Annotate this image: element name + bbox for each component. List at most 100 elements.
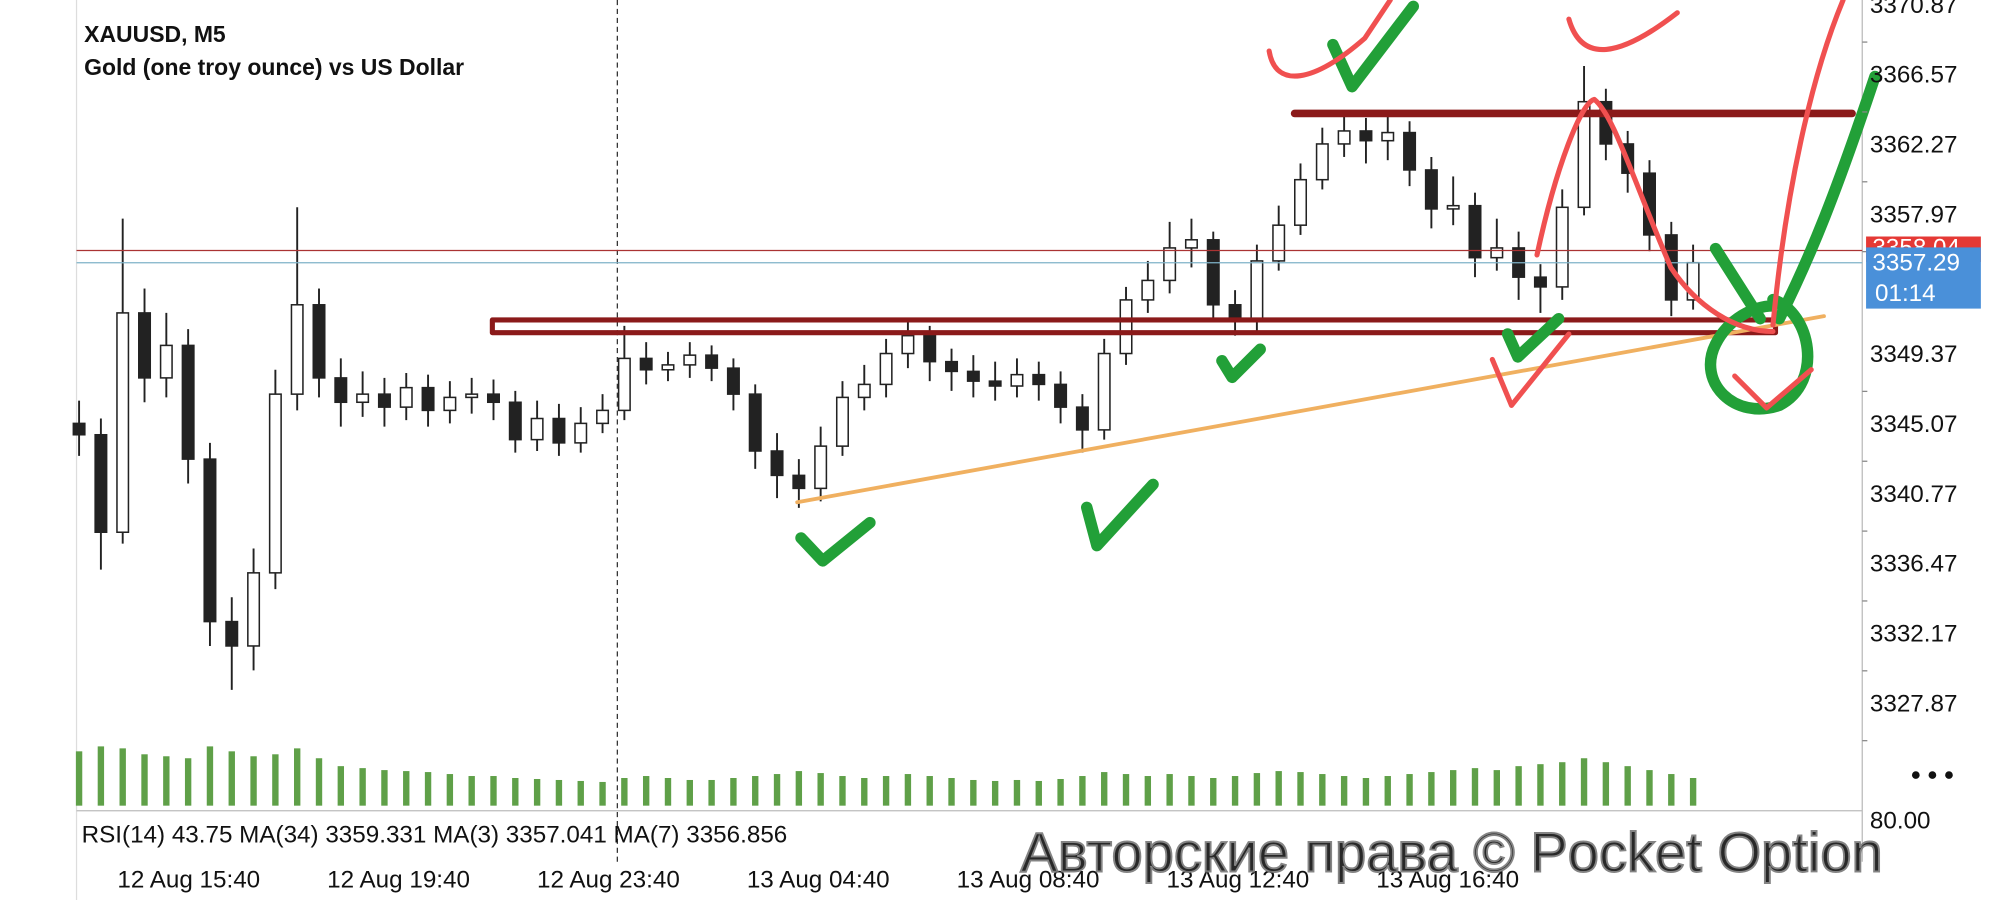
candle-body: [225, 620, 239, 647]
candle-body: [1359, 130, 1373, 142]
volume-bar: [904, 774, 912, 806]
candle-body: [1424, 169, 1438, 210]
scribble: [1770, 0, 1846, 328]
x-tick-label: 13 Aug 12:40: [1166, 866, 1309, 893]
candle-body: [748, 393, 762, 452]
volume-bar: [861, 778, 868, 806]
volume-bar: [97, 746, 105, 806]
x-tick-label: 13 Aug 16:40: [1376, 866, 1519, 893]
volume-bar: [1384, 776, 1391, 806]
volume-bar: [817, 773, 824, 806]
check: [1216, 343, 1266, 384]
volume-bar: [1624, 766, 1631, 806]
trend-line: [795, 314, 1826, 505]
candle-body: [1315, 143, 1329, 181]
candle-body: [181, 344, 195, 460]
volume-bar: [970, 779, 977, 806]
candle-body: [1206, 239, 1220, 306]
volume-bar: [424, 772, 432, 806]
volume-bar: [141, 754, 148, 806]
candle-body: [1468, 204, 1482, 259]
volume-bar: [882, 776, 890, 806]
y-tick-label: 3340.77: [1870, 481, 1958, 508]
candle-body: [116, 312, 130, 534]
volume-bar: [512, 778, 519, 806]
check: [795, 516, 876, 567]
volume-bar: [555, 779, 563, 806]
candle-body: [770, 450, 784, 477]
candle-body: [1490, 247, 1504, 259]
candle-body: [1163, 247, 1177, 282]
candle-body: [661, 364, 675, 371]
volume-bar: [1580, 758, 1588, 806]
volume-bar: [1188, 776, 1195, 806]
watermark: Авторские права © Pocket Option: [1020, 820, 1882, 883]
volume-bar: [468, 776, 475, 806]
x-tick-label: 12 Aug 15:40: [117, 866, 260, 893]
y-tick-label: 3327.87: [1870, 690, 1958, 717]
chart-title: XAUUSD, M5: [84, 21, 226, 47]
candle-body: [945, 360, 959, 373]
scribble: [1732, 367, 1814, 411]
candle-body: [596, 409, 610, 425]
candle-body: [508, 401, 522, 441]
chart-subtitle: Gold (one troy ounce) vs US Dollar: [84, 54, 464, 80]
volume-bar: [1297, 772, 1304, 806]
dot: [1911, 771, 1920, 779]
candle-body: [552, 417, 566, 444]
volume-bar: [1450, 770, 1457, 806]
volume-bar: [1101, 772, 1108, 806]
volume-bar: [1428, 772, 1435, 806]
volume-bar: [1340, 776, 1348, 806]
candle-body: [574, 422, 588, 444]
volume-bar: [1231, 776, 1239, 806]
candle-body: [247, 572, 261, 647]
candle-body: [726, 367, 740, 395]
volume-bar: [1602, 762, 1610, 806]
x-tick-label: 13 Aug 08:40: [957, 866, 1100, 893]
candle-body: [377, 393, 391, 408]
x-tick-label: 12 Aug 19:40: [327, 866, 470, 893]
candle-body: [1337, 130, 1351, 145]
menu-dots[interactable]: [1911, 771, 1953, 779]
candle-body: [857, 383, 871, 399]
volume-bar: [664, 778, 672, 806]
candle-body: [1075, 406, 1089, 431]
candle-body: [159, 344, 173, 379]
candle-body: [290, 304, 304, 395]
volume-bar: [533, 778, 541, 806]
candle-body: [203, 458, 217, 623]
volume-bar: [294, 748, 301, 806]
volume-bar: [446, 774, 454, 806]
check: [1080, 478, 1159, 552]
volume-bar: [752, 776, 759, 806]
candle-body: [923, 334, 937, 363]
annotations: [489, 0, 1881, 567]
volume-bar: [686, 779, 693, 806]
volume-bar: [315, 758, 323, 806]
indicator-tick-label: 80.00: [1870, 808, 1931, 835]
y-tick-label: 3336.47: [1870, 551, 1958, 578]
volume-bar: [1406, 774, 1413, 806]
volume-bar: [359, 768, 366, 806]
candle-body: [1294, 178, 1308, 226]
volume-bar: [1253, 773, 1261, 806]
bid-label-box: [1866, 247, 1981, 309]
candle-body: [1228, 304, 1242, 321]
volume-bar: [642, 776, 650, 806]
candle-body: [465, 393, 479, 399]
candle-body: [94, 433, 108, 534]
volume-bar: [1035, 780, 1042, 806]
volume-bar: [1122, 774, 1130, 806]
volume-bar: [1362, 778, 1370, 806]
y-tick-label: 3349.37: [1870, 341, 1958, 368]
volume-bar: [250, 756, 257, 806]
volume-bar: [1057, 778, 1064, 806]
candle-body: [1010, 373, 1024, 387]
x-tick-label: 13 Aug 04:40: [747, 866, 890, 893]
volume-bar: [163, 756, 170, 806]
dot: [1945, 771, 1953, 779]
volume-bar: [621, 778, 628, 806]
candle-body: [1119, 299, 1133, 355]
volume-bar: [1166, 774, 1173, 806]
